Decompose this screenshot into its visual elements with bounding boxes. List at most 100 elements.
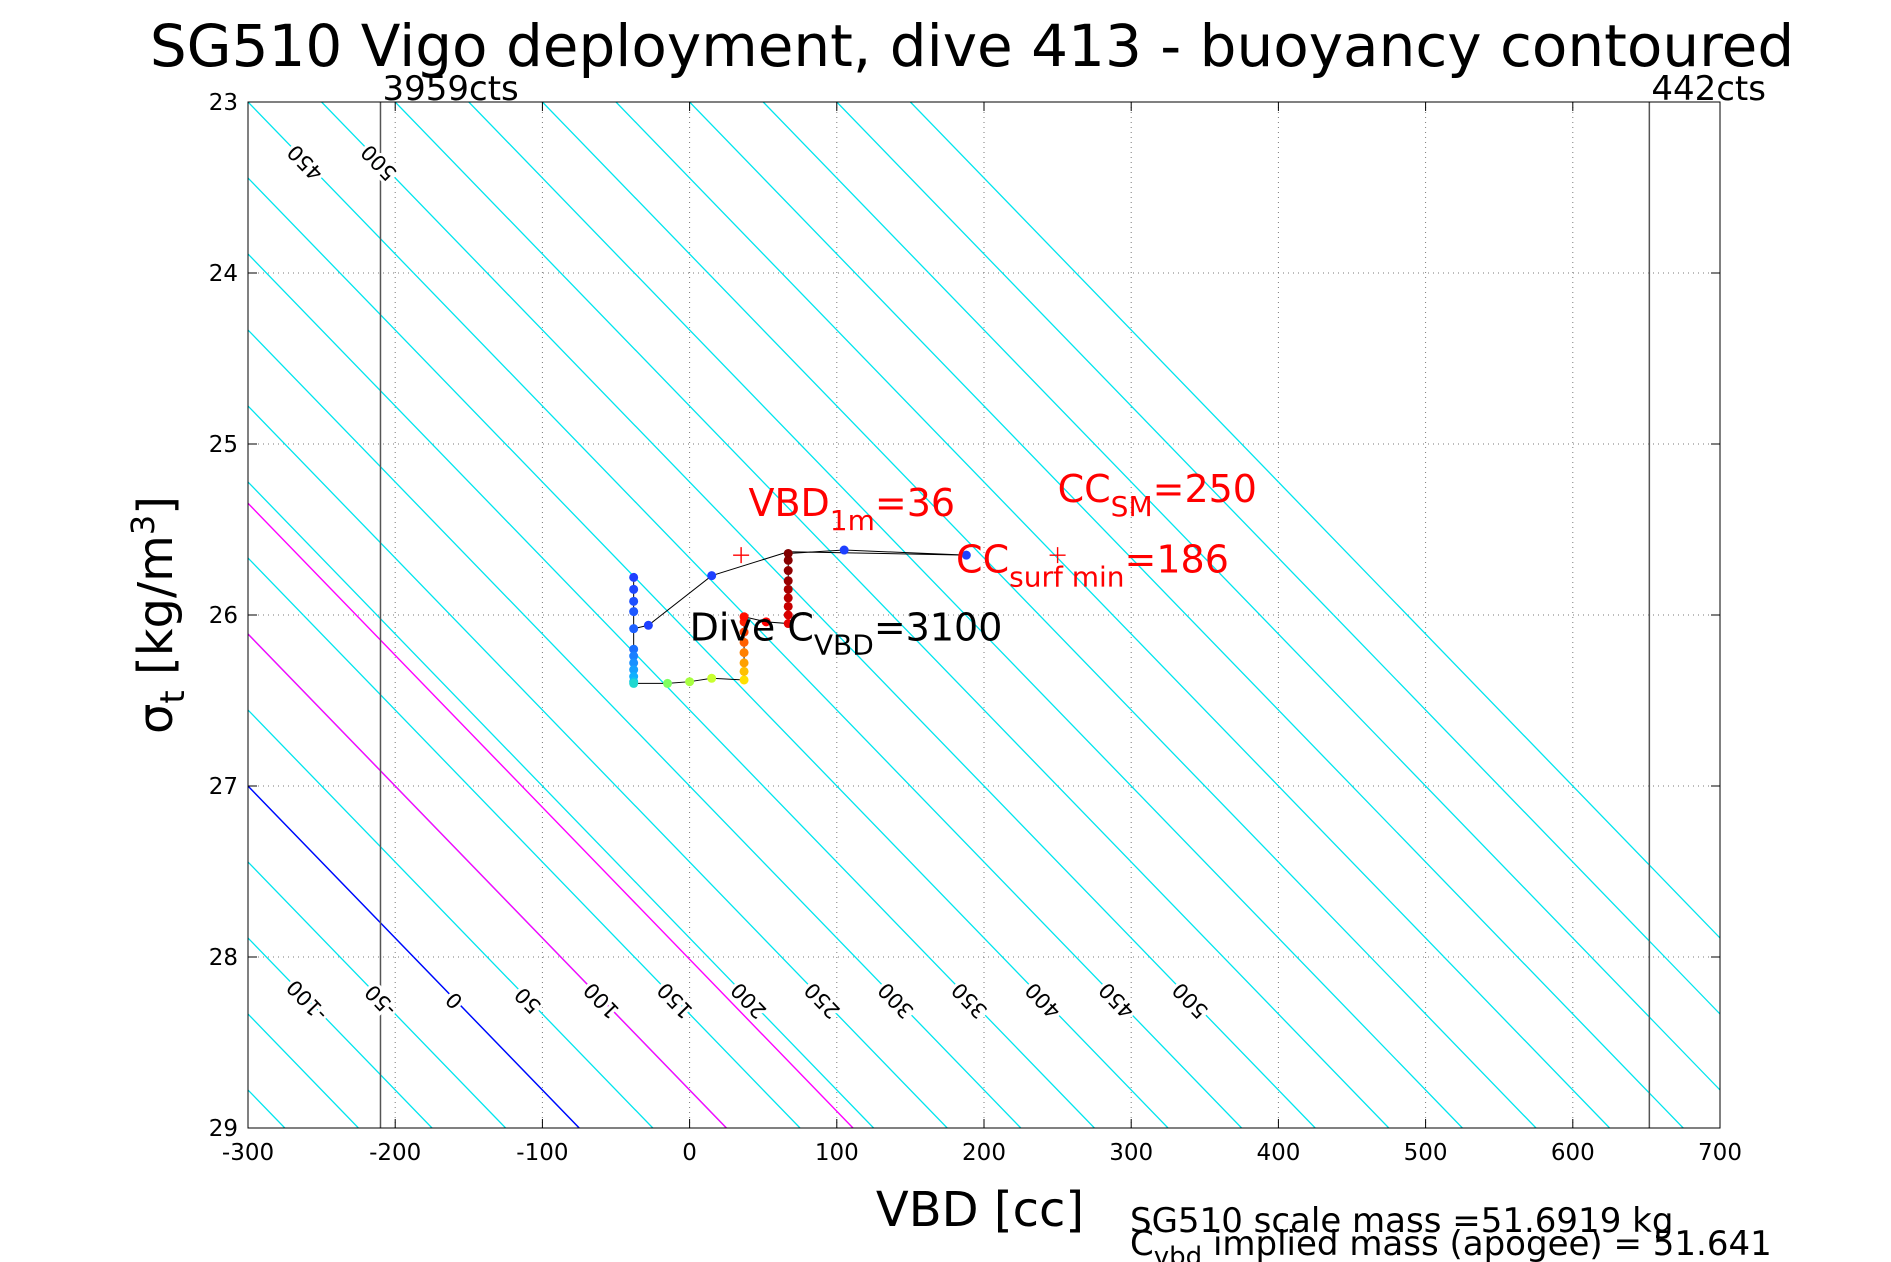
contour-line — [248, 557, 801, 1128]
footer-implied-tail: implied mass (apogee) = 51.641 — [1202, 1224, 1772, 1262]
contour-line — [689, 102, 1684, 1128]
contour-line — [615, 102, 1611, 1128]
trace-point — [783, 601, 793, 611]
annotation-value: =186 — [1125, 537, 1229, 581]
y-tick-label: 24 — [209, 261, 238, 287]
contour-line — [248, 481, 875, 1128]
trace-point — [685, 677, 695, 687]
trace-point — [783, 555, 793, 565]
contour-line — [248, 709, 654, 1128]
contour-line — [836, 102, 1720, 1015]
annotation-sub: SM — [1111, 490, 1153, 523]
annotation-divecvbd: Dive CVBD=3100 — [690, 606, 1003, 662]
x-tick-label: 500 — [1404, 1140, 1448, 1166]
contour-line — [248, 861, 507, 1128]
annotation-sub: 1m — [830, 504, 875, 537]
annotation-main: CC — [1058, 467, 1111, 511]
contour-line — [248, 177, 1169, 1128]
footer-implied-main: C — [1130, 1224, 1154, 1262]
y-axis-label-close: ] — [128, 496, 184, 515]
trace-point — [739, 612, 749, 622]
trace-point — [783, 584, 793, 594]
footer-implied-sub: vbd — [1154, 1242, 1202, 1262]
contour-line — [468, 102, 1463, 1128]
annotation-main: CC — [956, 537, 1009, 581]
plus-marker — [733, 547, 750, 564]
y-tick-label: 28 — [209, 945, 238, 971]
trace-point — [707, 571, 717, 581]
y-axis-label-unit: [kg/m — [128, 535, 184, 690]
trace-point — [783, 593, 793, 603]
y-tick-label: 29 — [209, 1116, 238, 1142]
reference-line — [248, 632, 727, 1128]
annotation-ccsurf: CCsurf min=186 — [956, 537, 1229, 593]
x-axis-label: VBD [cc] — [876, 1182, 1084, 1238]
trace-point — [783, 566, 793, 576]
reference-line — [248, 784, 580, 1128]
trace-point — [761, 617, 771, 627]
y-tick-label: 23 — [209, 90, 238, 116]
annotation-value: =250 — [1153, 467, 1257, 511]
annotation-main: VBD — [748, 481, 829, 525]
y-axis-label-sup: 3 — [124, 515, 162, 535]
trace-point — [839, 545, 849, 555]
trace-point — [739, 637, 749, 647]
x-tick-label: 200 — [962, 1140, 1006, 1166]
annotation-sub: VBD — [814, 629, 874, 662]
trace-point — [663, 678, 673, 688]
trace-path — [633, 549, 967, 684]
y-axis-label-sub: t — [153, 690, 193, 703]
y-tick-label: 25 — [209, 432, 238, 458]
trace-point — [783, 619, 793, 629]
contour-line — [321, 102, 1316, 1128]
trace-point — [629, 651, 639, 661]
contour-line — [248, 329, 1022, 1128]
annotation-main: Dive C — [690, 606, 814, 650]
trace-point — [643, 620, 653, 630]
x-tick-label: -100 — [516, 1140, 568, 1166]
annotation-value: =3100 — [874, 606, 1003, 650]
trace-point — [739, 675, 749, 685]
x-tick-label: 300 — [1109, 1140, 1153, 1166]
y-axis-label: σt [kg/m3] — [124, 496, 193, 734]
trace-point — [629, 624, 639, 634]
contour-line — [909, 102, 1720, 939]
annotation-sub: surf min — [1009, 560, 1124, 593]
contour-lines — [248, 102, 1720, 1128]
contour-line — [248, 405, 948, 1128]
trace-point — [739, 658, 749, 668]
x-tick-label: 0 — [682, 1140, 697, 1166]
x-tick-label: -200 — [369, 1140, 421, 1166]
trace-point — [629, 607, 639, 617]
trace-point — [629, 572, 639, 582]
x-tick-label: 600 — [1551, 1140, 1595, 1166]
trace-point — [629, 644, 639, 654]
trace-point — [629, 596, 639, 606]
trace-point — [707, 673, 717, 683]
annotation-ccsm: CCSM=250 — [1058, 467, 1257, 523]
x-tick-label: 100 — [815, 1140, 859, 1166]
trace-point — [783, 548, 793, 558]
contour-line — [248, 937, 433, 1128]
trace-point — [739, 648, 749, 658]
chart-title: SG510 Vigo deployment, dive 413 - buoyan… — [150, 12, 1794, 80]
trace-point — [629, 665, 639, 675]
y-axis-ticks: 23 24 25 26 27 28 29 — [209, 90, 1720, 1142]
reference-lines — [248, 502, 854, 1128]
trace-point — [629, 584, 639, 594]
reference-line — [248, 502, 854, 1128]
markers — [733, 547, 1066, 564]
trace-point — [783, 576, 793, 586]
footer-implied-mass: Cvbd implied mass (apogee) = 51.641 — [1130, 1224, 1772, 1262]
x-axis-ticks: -300 -200 -100 0 100 200 300 400 500 600 700 — [222, 102, 1742, 1166]
contour-line — [762, 102, 1720, 1091]
contour-line — [541, 102, 1537, 1128]
trace-point — [739, 627, 749, 637]
contour-line — [394, 102, 1390, 1128]
trace-point — [739, 666, 749, 676]
contour-line — [248, 253, 1095, 1128]
dive-trace — [629, 545, 971, 688]
annotation-value: =36 — [875, 481, 955, 525]
